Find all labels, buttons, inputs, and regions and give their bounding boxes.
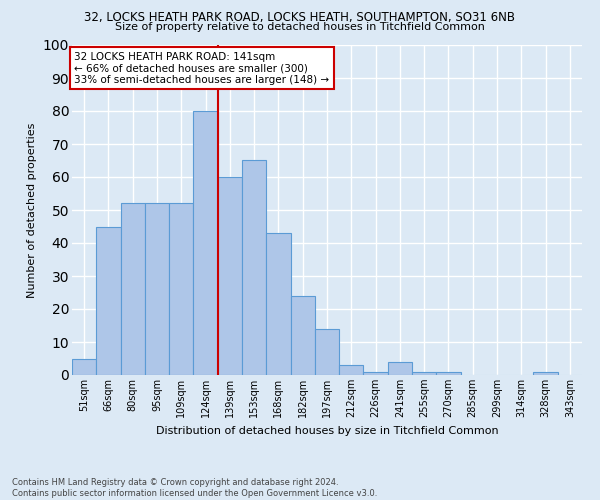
Bar [121, 204, 145, 375]
Text: Contains HM Land Registry data © Crown copyright and database right 2024.
Contai: Contains HM Land Registry data © Crown c… [12, 478, 377, 498]
Bar [533, 372, 558, 375]
Bar [388, 362, 412, 375]
Text: 32, LOCKS HEATH PARK ROAD, LOCKS HEATH, SOUTHAMPTON, SO31 6NB: 32, LOCKS HEATH PARK ROAD, LOCKS HEATH, … [85, 11, 515, 24]
Bar [339, 365, 364, 375]
Bar [436, 372, 461, 375]
Bar [145, 204, 169, 375]
Text: 32 LOCKS HEATH PARK ROAD: 141sqm
← 66% of detached houses are smaller (300)
33% : 32 LOCKS HEATH PARK ROAD: 141sqm ← 66% o… [74, 52, 329, 85]
Bar [266, 233, 290, 375]
Bar [315, 329, 339, 375]
X-axis label: Distribution of detached houses by size in Titchfield Common: Distribution of detached houses by size … [155, 426, 499, 436]
Bar [72, 358, 96, 375]
Bar [412, 372, 436, 375]
Bar [364, 372, 388, 375]
Text: Size of property relative to detached houses in Titchfield Common: Size of property relative to detached ho… [115, 22, 485, 32]
Bar [290, 296, 315, 375]
Bar [96, 226, 121, 375]
Bar [193, 111, 218, 375]
Bar [218, 177, 242, 375]
Y-axis label: Number of detached properties: Number of detached properties [27, 122, 37, 298]
Bar [169, 204, 193, 375]
Bar [242, 160, 266, 375]
